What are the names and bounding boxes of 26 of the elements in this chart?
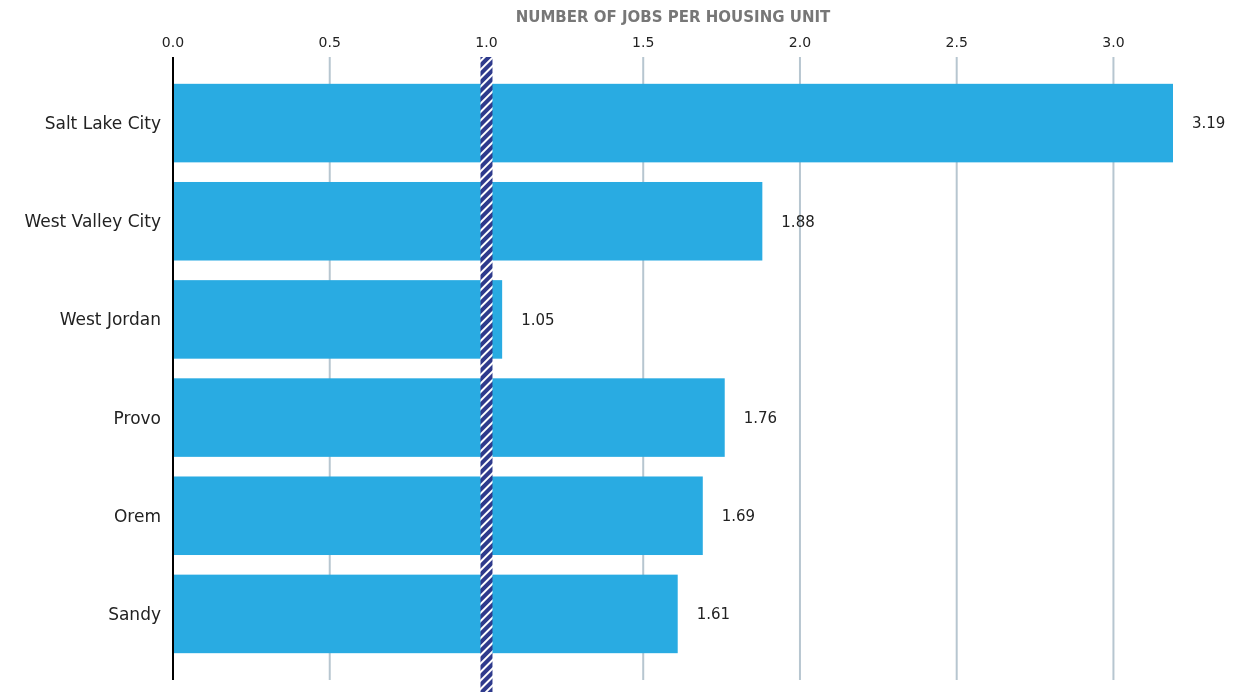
x-tick-label: 0.5 <box>318 34 341 50</box>
bar <box>173 83 1173 163</box>
x-tick-label: 1.5 <box>632 34 655 50</box>
data-label: 1.76 <box>743 408 778 427</box>
bar <box>173 378 725 457</box>
bar <box>173 574 678 654</box>
y-tick-label: West Valley City <box>24 211 161 232</box>
bar <box>173 280 503 359</box>
y-tick-label: Salt Lake City <box>44 113 161 134</box>
data-label: 1.61 <box>696 605 731 624</box>
data-label: 3.19 <box>1192 114 1226 133</box>
data-label: 1.05 <box>521 310 555 329</box>
x-tick-label: 2.0 <box>788 34 812 50</box>
y-tick-label: Provo <box>113 407 161 428</box>
x-tick-label: 0.0 <box>161 34 185 50</box>
y-tick-label: West Jordan <box>59 309 161 330</box>
bar <box>173 181 763 261</box>
x-tick-label: 1.0 <box>475 34 498 50</box>
x-tick-label: 2.5 <box>945 34 968 50</box>
data-label: 1.88 <box>781 212 815 231</box>
x-tick-label: 3.0 <box>1102 34 1125 50</box>
y-tick-label: Orem <box>113 505 161 526</box>
bar <box>173 476 703 556</box>
y-tick-label: Sandy <box>108 603 161 624</box>
x-axis-title: NUMBER OF JOBS PER HOUSING UNIT <box>515 8 832 26</box>
data-label: 1.69 <box>721 507 756 525</box>
